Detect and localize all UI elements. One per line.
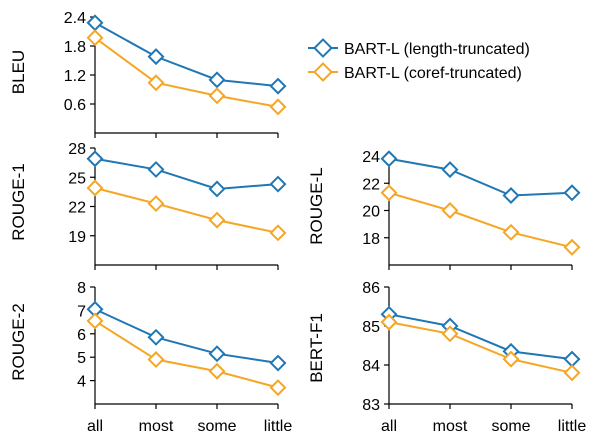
rougel-series-1-point <box>441 202 459 219</box>
legend-label-coref: BART-L (coref-truncated) <box>344 65 522 82</box>
rougel-ytick-label: 20 <box>362 204 380 221</box>
panel-rouge2: 4 5 6 7 8 all most some little ROUGE-2 <box>9 280 292 435</box>
rouge2-series-1-point <box>86 312 104 330</box>
bertf1-xtick-label: all <box>381 418 397 435</box>
rouge2-xtick-label: all <box>87 418 103 435</box>
bleu-series-0-point <box>147 48 165 66</box>
bertf1-series-1-point <box>441 325 459 343</box>
rougel-series-0-point <box>380 150 398 168</box>
panel-rouge1: 19 22 25 28 ROUGE-1 <box>9 141 287 270</box>
rouge2-xtick-label: little <box>264 418 293 435</box>
rouge2-ytick-label: 7 <box>77 303 86 320</box>
bleu-ytick-label: 1.8 <box>64 39 86 56</box>
rouge1-ytick-label: 25 <box>68 170 86 187</box>
rouge2-ytick-label: 6 <box>77 327 86 344</box>
rougel-series-0-point <box>441 161 459 179</box>
bertf1-series-1-point <box>502 350 520 368</box>
rouge1-series-1-point <box>269 224 287 242</box>
rouge2-series-0-point <box>269 354 287 372</box>
bleu-series-0-point <box>269 77 287 95</box>
rouge2-series-1-point <box>208 362 226 380</box>
bertf1-series-0-point <box>563 350 581 368</box>
rouge1-series-0-point <box>208 180 226 198</box>
bleu-series-1-point <box>269 98 287 116</box>
bleu-series-1-point <box>208 87 226 105</box>
bleu-ytick-label: 1.2 <box>64 68 86 85</box>
bertf1-xtick-label: little <box>558 418 587 435</box>
legend-item-length-truncated: BART-L (length-truncated) <box>308 38 530 58</box>
rouge2-ytick-label: 8 <box>77 280 86 297</box>
rouge1-series-0-point <box>147 160 165 178</box>
rougel-ytick-label: 24 <box>362 149 380 166</box>
legend: BART-L (length-truncated) BART-L (coref-… <box>308 38 530 82</box>
rouge1-ytick-label: 22 <box>68 200 86 217</box>
rouge2-xtick-label: some <box>197 418 236 435</box>
legend-marker-length <box>313 38 333 58</box>
rouge1-axes <box>94 148 278 266</box>
bleu-series-0-line <box>94 21 279 88</box>
rougel-series-1-point <box>502 223 520 241</box>
bertf1-xtick-label: some <box>491 418 530 435</box>
bleu-series-0-point <box>86 14 104 32</box>
bertf1-series-1-point <box>380 313 398 331</box>
bertf1-series-1-point <box>563 364 581 382</box>
bleu-ylabel: BLEU <box>9 50 28 94</box>
bertf1-series-0-line <box>388 313 573 361</box>
panel-bleu: 0.6 1.2 1.8 2.4 BLEU <box>9 10 287 138</box>
rouge2-series-0-point <box>147 328 165 346</box>
bertf1-ytick-label: 83 <box>362 397 380 414</box>
rouge2-series-0-line <box>94 308 279 365</box>
rouge2-ylabel: ROUGE-2 <box>9 303 28 380</box>
bleu-series-1-point <box>147 74 165 92</box>
legend-marker-coref <box>313 62 333 82</box>
rouge2-ytick-label: 4 <box>77 374 86 391</box>
bleu-series-1-line <box>94 36 279 108</box>
bertf1-xtick-label: most <box>433 418 468 435</box>
rouge1-ytick-label: 28 <box>68 141 86 158</box>
rougel-axes <box>388 156 572 266</box>
rouge1-series-1-point <box>208 211 226 229</box>
bertf1-ytick-label: 86 <box>362 280 380 297</box>
rouge2-series-1-point <box>147 351 165 369</box>
rouge2-series-0-point <box>86 300 104 318</box>
bertf1-ytick-label: 84 <box>362 358 380 375</box>
rouge2-ytick-label: 5 <box>77 350 86 367</box>
rouge1-series-0-line <box>94 157 279 190</box>
bertf1-series-1-line <box>388 321 573 374</box>
rouge2-series-0-point <box>208 345 226 363</box>
rouge1-series-0-point <box>86 150 104 168</box>
rouge2-series-1-line <box>94 320 279 389</box>
rougel-series-0-line <box>388 157 573 197</box>
rougel-series-1-point <box>380 184 398 202</box>
rougel-series-0-point <box>563 184 581 202</box>
bleu-series-0-point <box>208 71 226 89</box>
rougel-series-0-point <box>502 187 520 204</box>
bleu-ytick-label: 0.6 <box>64 97 86 114</box>
rougel-ytick-label: 18 <box>362 231 380 248</box>
bertf1-ylabel: BERT-F1 <box>307 313 326 383</box>
bleu-ytick-label: 2.4 <box>64 10 86 27</box>
bertf1-ytick-label: 85 <box>362 319 380 336</box>
legend-item-coref-truncated: BART-L (coref-truncated) <box>308 62 522 82</box>
rouge2-xtick-label: most <box>139 418 174 435</box>
rougel-ytick-label: 22 <box>362 176 380 193</box>
rouge1-ylabel: ROUGE-1 <box>9 163 28 240</box>
rouge1-series-1-point <box>86 179 104 197</box>
rouge1-series-1-line <box>94 187 279 234</box>
rouge1-ytick-label: 19 <box>68 229 86 246</box>
rouge2-series-1-point <box>269 379 287 397</box>
bleu-axes <box>94 17 278 134</box>
rouge1-series-0-point <box>269 175 287 193</box>
panels: 0.6 1.2 1.8 2.4 BLEU 19 22 25 28 ROUGE-1 4 5 6 7 8 all m… <box>9 10 586 435</box>
panel-bertf1: 83 84 85 86 all most some little BERT-F1 <box>307 280 586 435</box>
rougel-series-1-line <box>388 191 573 249</box>
rouge1-series-1-point <box>147 195 165 213</box>
rougel-ylabel: ROUGE-L <box>307 167 326 244</box>
bleu-series-1-point <box>86 29 104 47</box>
panel-rougel: 18 20 22 24 ROUGE-L <box>307 149 581 270</box>
legend-label-length: BART-L (length-truncated) <box>344 41 530 58</box>
rougel-series-1-point <box>563 238 581 256</box>
